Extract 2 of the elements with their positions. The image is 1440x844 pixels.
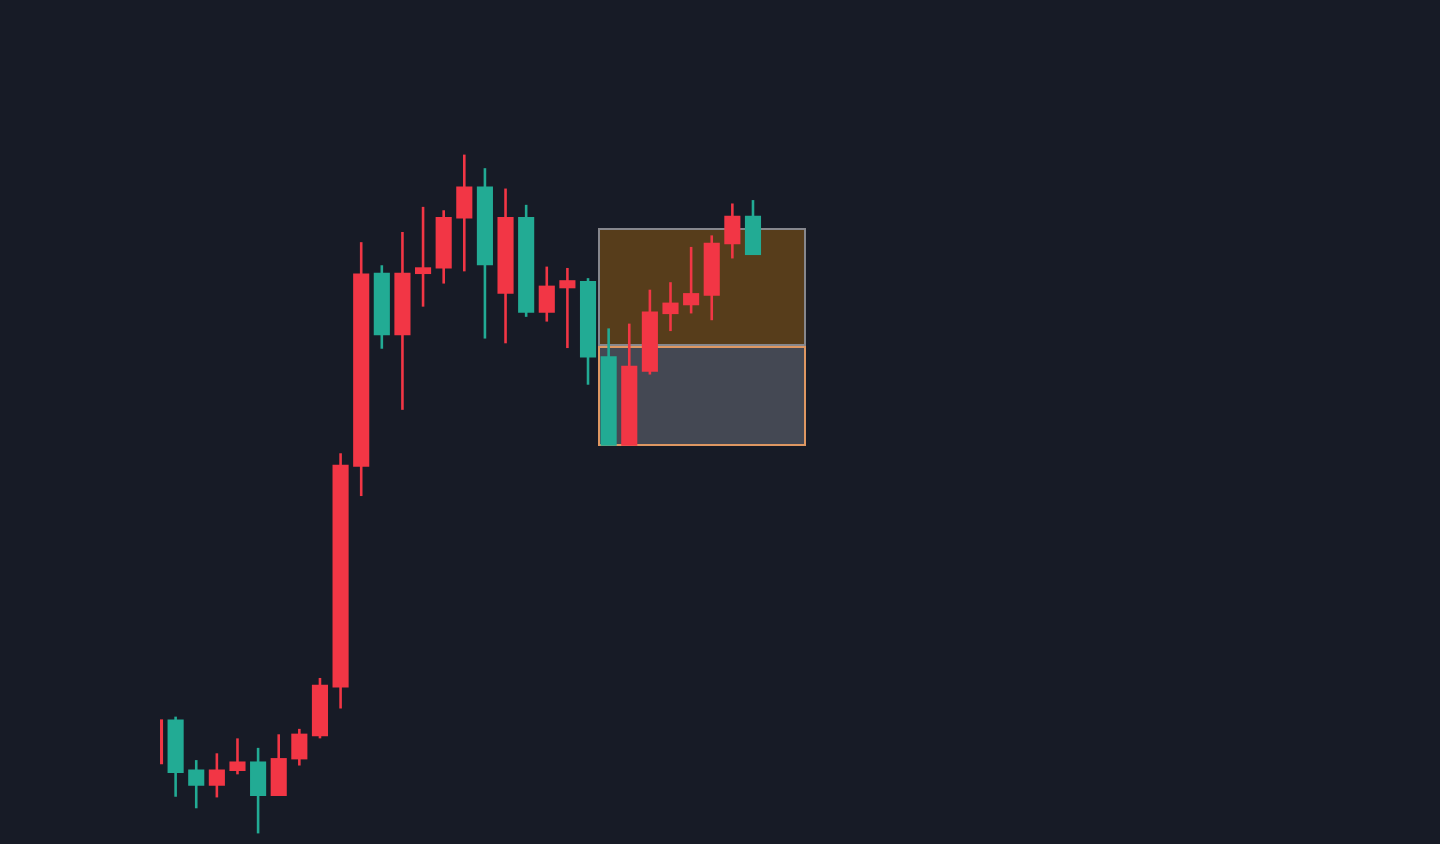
candlestick bbox=[559, 267, 576, 349]
candlestick bbox=[662, 282, 679, 332]
